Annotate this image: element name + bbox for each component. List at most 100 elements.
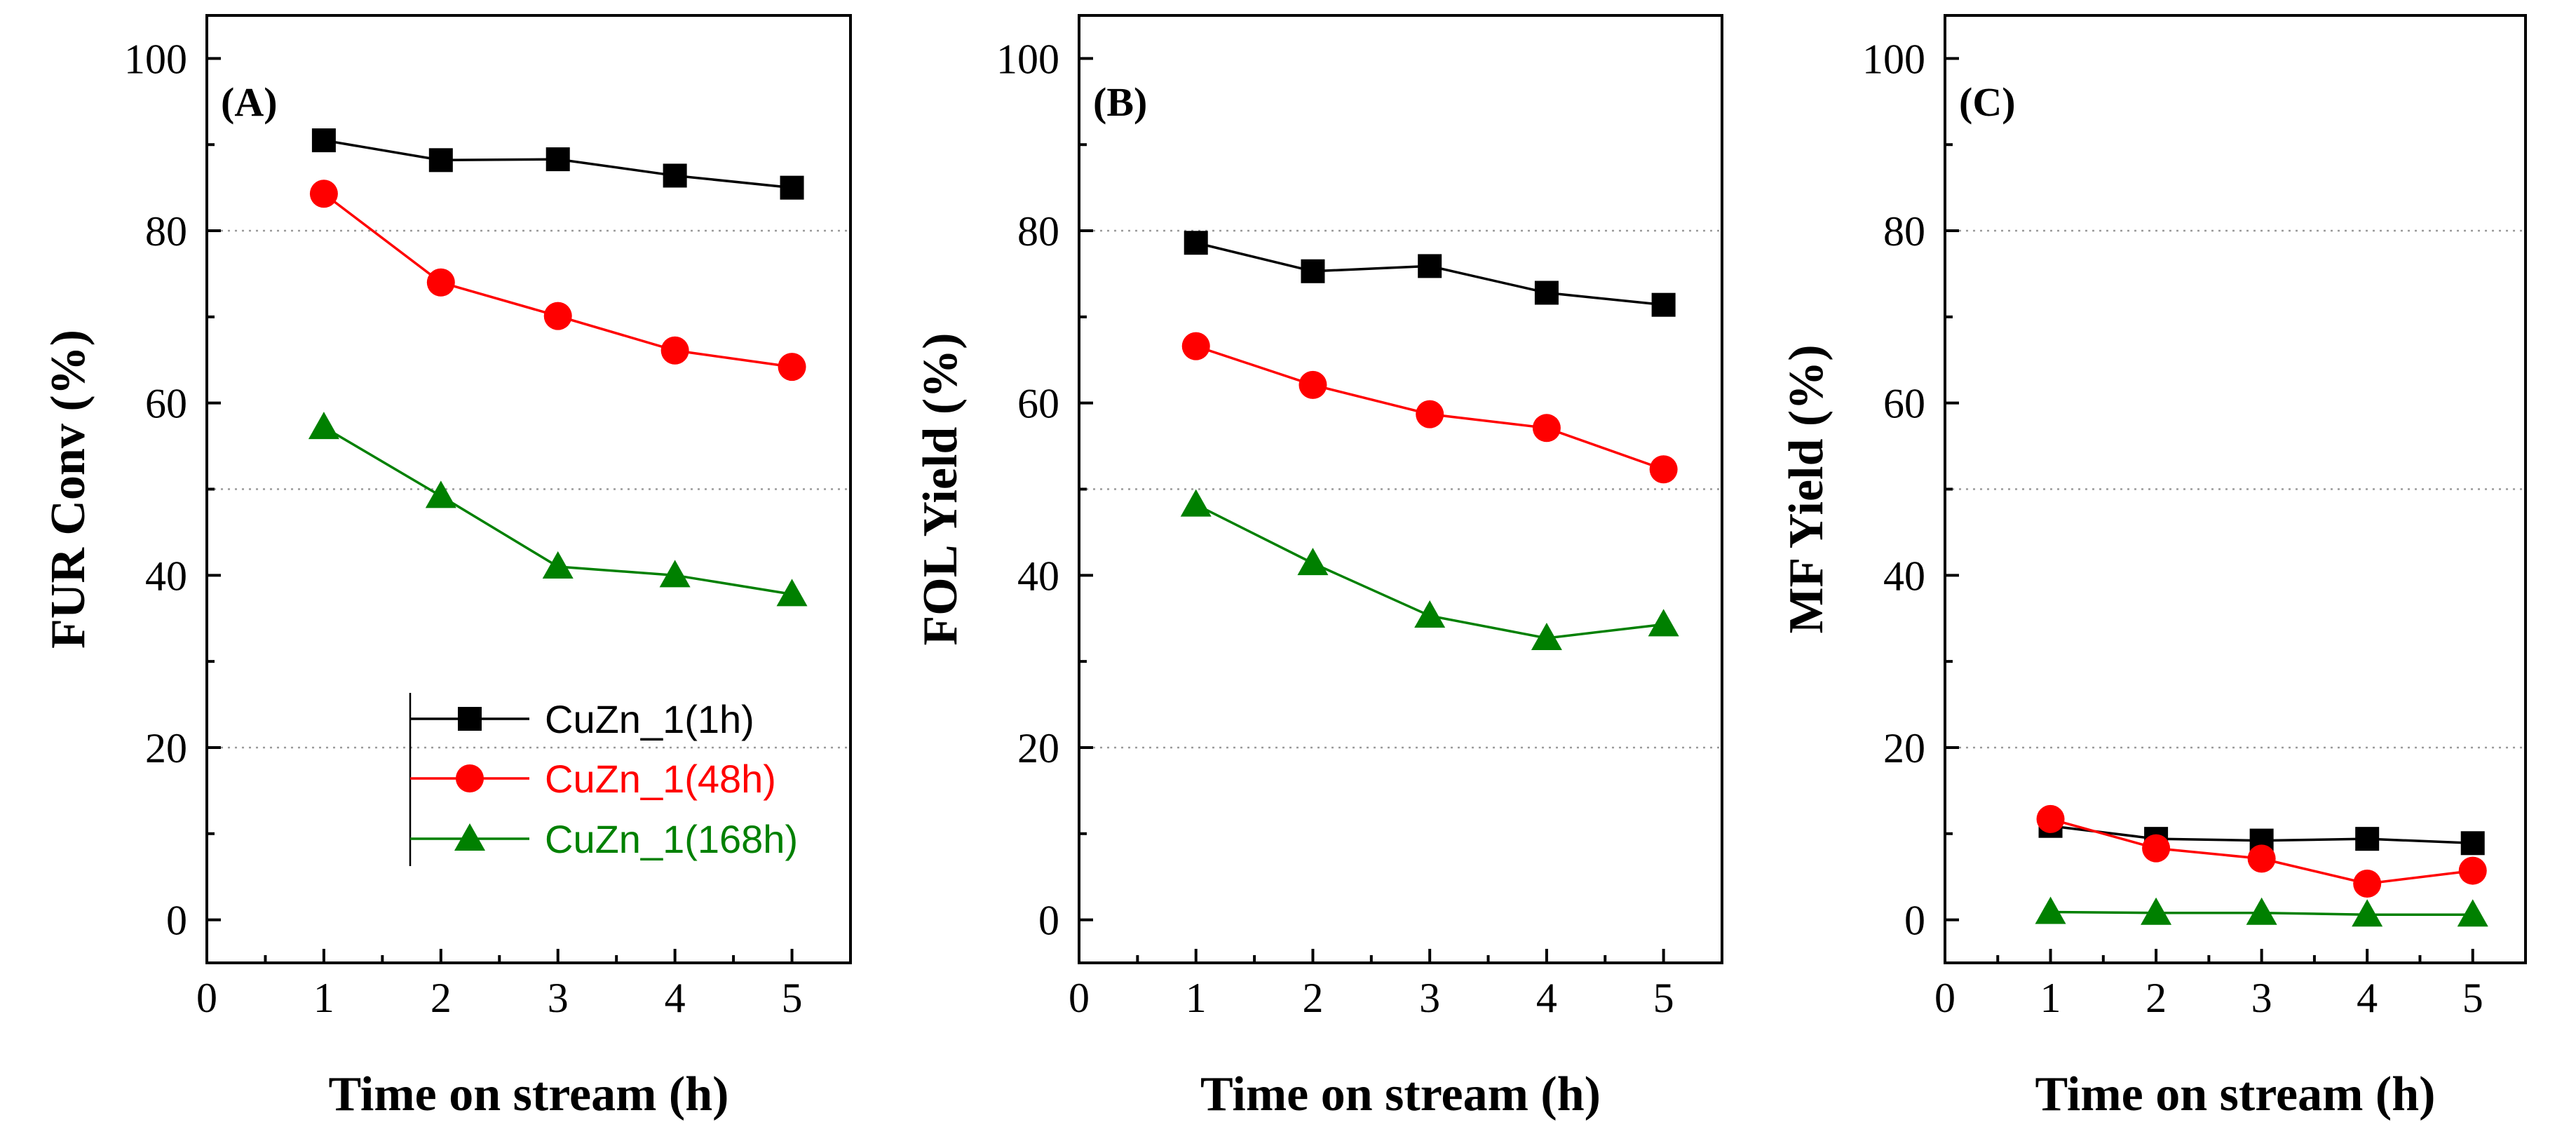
data-point [1184, 231, 1208, 255]
x-axis-title: Time on stream (h) [329, 1067, 729, 1121]
legend-label: CuZn_1(168h) [545, 817, 798, 861]
x-tick-label: 3 [2251, 975, 2272, 1021]
data-point [1418, 254, 1442, 278]
data-point [1532, 414, 1561, 443]
legend-entry: CuZn_1(48h) [410, 757, 776, 801]
x-tick-label: 0 [1069, 975, 1090, 1021]
data-point [659, 560, 691, 588]
legend-entry: CuZn_1(168h) [410, 817, 798, 861]
series-circle [2036, 804, 2487, 898]
y-tick-label: 100 [124, 36, 187, 82]
y-tick-label: 20 [145, 725, 187, 771]
x-tick-label: 1 [2040, 975, 2061, 1021]
data-point [2035, 896, 2066, 924]
x-tick-label: 2 [431, 975, 452, 1021]
data-point [426, 268, 455, 297]
series-triangle [1180, 489, 1679, 650]
y-tick-label: 40 [1017, 553, 1059, 599]
data-point [542, 551, 574, 579]
y-tick-label: 80 [145, 208, 187, 255]
x-tick-label: 5 [782, 975, 803, 1021]
series-triangle [2035, 896, 2488, 927]
panel-c: 0 20 40 60 80 100 0 1 2 3 4 5 Time on stream (h) MF Y… [1780, 14, 2527, 1121]
y-tick-label: 60 [1883, 381, 1925, 427]
y-tick-label: 80 [1017, 208, 1059, 255]
y-tick-label: 40 [145, 553, 187, 599]
x-tick-label: 1 [313, 975, 334, 1021]
series-square [311, 128, 804, 200]
data-point [1301, 259, 1325, 283]
x-tick-label: 0 [196, 975, 217, 1021]
x-tick-label: 4 [665, 975, 686, 1021]
x-axis-title: Time on stream (h) [2035, 1067, 2436, 1121]
y-axis-title: FOL Yield (%) [914, 333, 968, 646]
data-point [1648, 609, 1679, 637]
legend: CuZn_1(1h) CuZn_1(48h) CuZn_1(168h) [409, 693, 798, 866]
data-point [1651, 292, 1676, 317]
panel-label: (C) [1959, 79, 2016, 125]
legend-label: CuZn_1(1h) [545, 697, 754, 741]
series-circle [1181, 332, 1678, 484]
data-point [2036, 804, 2065, 833]
data-point [660, 336, 689, 365]
data-point [428, 148, 453, 173]
data-point [2355, 827, 2380, 851]
plot-area-frame [1078, 14, 1723, 964]
y-axis-title: MF Yield (%) [1780, 344, 1833, 633]
legend-marker [454, 823, 485, 851]
y-tick-label: 100 [996, 36, 1059, 82]
x-tick-label: 4 [2357, 975, 2378, 1021]
y-tick-label: 60 [1017, 381, 1059, 427]
data-point [1180, 489, 1212, 517]
panel-label: (A) [221, 79, 278, 125]
panel-b: 0 20 40 60 80 100 0 1 2 3 4 5 Time on stream (h) FOL … [914, 14, 1723, 1121]
series-square [1184, 231, 1676, 317]
y-tick-label: 20 [1017, 725, 1059, 771]
data-point [2142, 834, 2171, 863]
x-tick-label: 3 [1419, 975, 1440, 1021]
data-point [2353, 870, 2382, 898]
data-point [311, 128, 336, 153]
data-point [2247, 844, 2276, 873]
y-tick-label: 60 [145, 381, 187, 427]
data-point [1649, 455, 1678, 484]
y-tick-label: 100 [1862, 36, 1925, 82]
y-tick-label: 0 [1038, 898, 1059, 944]
data-point [1181, 332, 1210, 360]
x-tick-label: 4 [1536, 975, 1557, 1021]
data-point [776, 579, 808, 607]
data-point [778, 353, 806, 382]
data-point [2458, 856, 2487, 885]
data-point [1531, 622, 1562, 650]
data-point [2352, 899, 2383, 927]
y-tick-label: 40 [1883, 553, 1925, 599]
panel-a: 0 20 40 60 80 100 0 1 2 3 4 5 Time on stream (h) FUR … [41, 14, 852, 1121]
x-tick-label: 0 [1934, 975, 1955, 1021]
x-axis-title: Time on stream (h) [1200, 1067, 1601, 1121]
series-line [323, 192, 792, 368]
data-point [2460, 831, 2485, 856]
data-point [2246, 897, 2277, 925]
data-point [1299, 370, 1327, 399]
data-point [2141, 897, 2172, 925]
data-point [545, 147, 570, 172]
x-tick-label: 2 [1302, 975, 1323, 1021]
legend-marker [456, 764, 484, 792]
y-axis-title: FUR Conv (%) [41, 330, 95, 649]
data-point [1416, 400, 1444, 428]
legend-entry: CuZn_1(1h) [410, 697, 754, 741]
y-tick-label: 0 [166, 898, 187, 944]
plot-area-frame [1944, 14, 2527, 964]
data-point [1534, 281, 1559, 305]
data-point [663, 163, 687, 188]
data-point [309, 180, 338, 208]
y-tick-label: 80 [1883, 208, 1925, 255]
y-tick-label: 20 [1883, 725, 1925, 771]
y-tick-label: 0 [1904, 898, 1925, 944]
x-tick-label: 3 [548, 975, 569, 1021]
x-tick-label: 1 [1186, 975, 1207, 1021]
panel-label: (B) [1093, 79, 1147, 125]
data-point [2457, 899, 2488, 927]
series-circle [309, 180, 806, 382]
